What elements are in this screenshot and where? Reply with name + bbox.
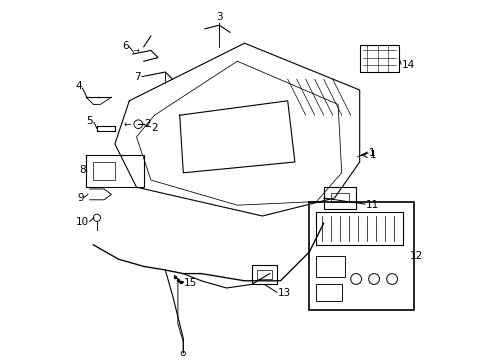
Bar [316, 256, 345, 277]
Text: ←: ← [123, 120, 131, 129]
Text: 11: 11 [365, 200, 378, 210]
Bar [330, 193, 348, 202]
Text: 13: 13 [277, 288, 290, 298]
Bar [359, 45, 399, 72]
Bar [316, 212, 402, 245]
Text: →: → [133, 49, 139, 55]
Text: 7: 7 [134, 72, 141, 82]
Bar [86, 155, 143, 187]
Text: 12: 12 [409, 251, 423, 261]
Bar [323, 187, 355, 209]
Text: 1: 1 [368, 148, 375, 158]
Text: 15: 15 [183, 278, 197, 288]
Text: 2: 2 [151, 123, 157, 133]
Text: 1: 1 [368, 150, 375, 160]
Text: 10: 10 [76, 217, 89, 227]
Text: 14: 14 [401, 60, 414, 70]
Bar [257, 270, 271, 279]
Bar [316, 284, 341, 301]
Text: 4: 4 [75, 81, 81, 91]
Bar [93, 162, 115, 180]
Text: 6: 6 [122, 41, 128, 51]
Text: 5: 5 [86, 116, 93, 126]
Text: 9: 9 [77, 193, 83, 203]
Text: 3: 3 [216, 12, 222, 22]
Text: 8: 8 [79, 165, 85, 175]
Bar [251, 265, 276, 284]
Text: 2: 2 [144, 119, 151, 129]
Bar [309, 202, 413, 310]
